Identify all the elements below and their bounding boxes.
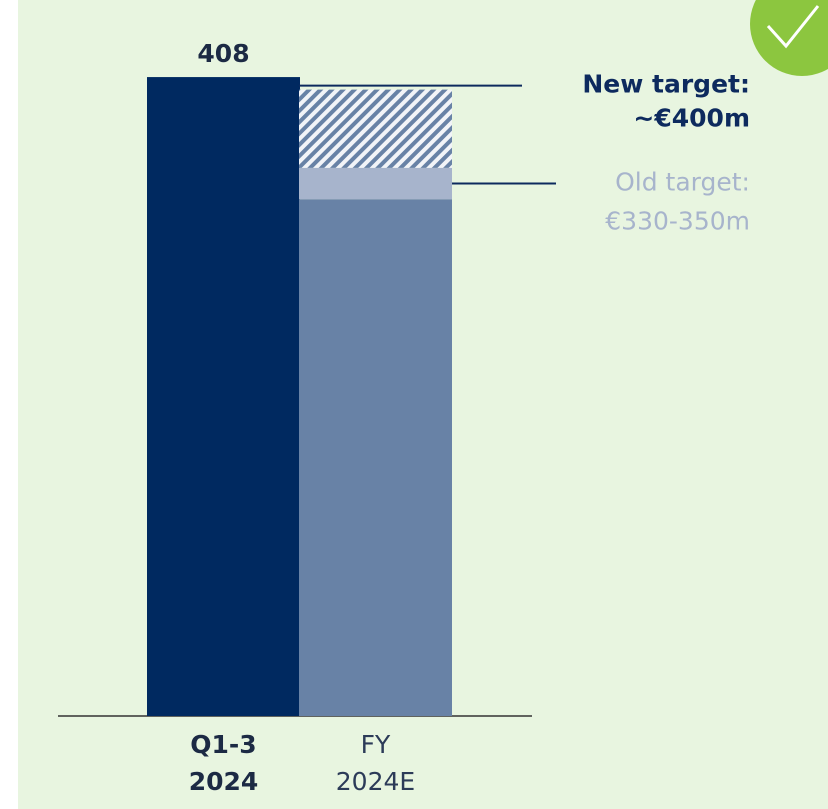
x-tick-label: 2024 [189,767,259,796]
new-target-segment [299,89,452,168]
bar [299,199,452,717]
x-tick-label: Q1-3 [190,730,256,759]
data-label: 408 [197,39,249,68]
new-target-label: New target: [582,70,750,99]
bar [147,77,300,716]
x-tick-label: FY [361,730,391,759]
old-target-label: Old target: [615,168,750,197]
check-icon [750,0,828,76]
x-tick-label: 2024E [336,767,415,796]
old-target-label: €330-350m [605,207,750,236]
old-target-band [299,167,452,200]
new-target-label: ~€400m [633,104,750,133]
